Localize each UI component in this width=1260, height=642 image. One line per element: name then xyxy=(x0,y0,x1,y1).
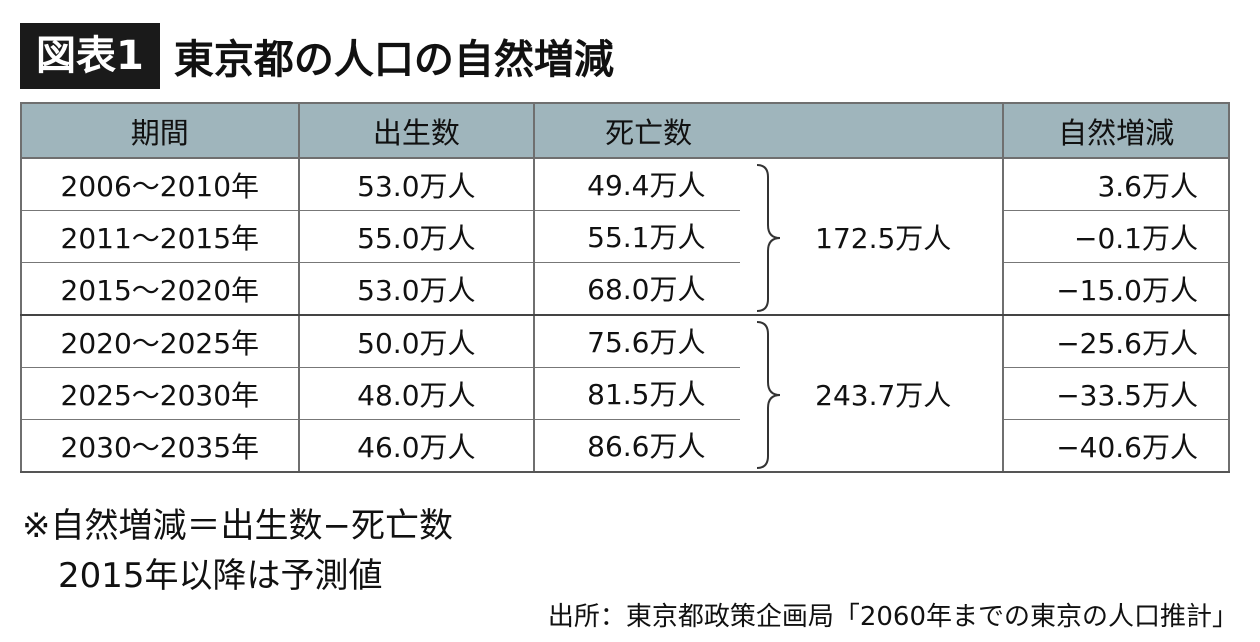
group-total: 172.5万人 xyxy=(815,221,952,255)
deaths-cell: 49.4万人 xyxy=(533,158,1005,312)
table-row: 2015〜2020年 53.0万人 68.0万人 −15.0万人 xyxy=(20,262,1230,316)
deaths-cell: 75.6万人 xyxy=(533,315,1005,469)
table-row: 2020〜2025年 50.0万人 75.6万人 −25.6万人 xyxy=(20,315,1230,469)
natural-cell: 3.6万人 xyxy=(1002,158,1230,211)
deaths-value: 49.4万人 xyxy=(535,159,741,211)
deaths-value: 75.6万人 xyxy=(535,316,741,368)
period-cell: 2011〜2015年 xyxy=(20,210,300,263)
births-cell: 46.0万人 xyxy=(297,419,536,473)
births-cell: 53.0万人 xyxy=(297,158,536,211)
deaths-value: 86.6万人 xyxy=(587,430,706,464)
population-table: 期間 出生数 死亡数 自然増減 2006〜2010年 53.0万人 49.4万人… xyxy=(20,102,1230,473)
births-cell: 55.0万人 xyxy=(297,210,536,263)
note-formula: ※自然増減＝出生数−死亡数 xyxy=(22,506,453,546)
header-natural: 自然増減 xyxy=(1002,102,1230,159)
header-births: 出生数 xyxy=(297,102,536,159)
header-deaths: 死亡数 xyxy=(533,102,1005,159)
group-total: 243.7万人 xyxy=(815,378,952,412)
period-cell: 2030〜2035年 xyxy=(20,419,300,473)
table-row: 2006〜2010年 53.0万人 49.4万人 3.6万人 xyxy=(20,158,1230,312)
natural-cell: −40.6万人 xyxy=(1002,419,1230,473)
period-cell: 2025〜2030年 xyxy=(20,367,300,420)
natural-cell: −0.1万人 xyxy=(1002,210,1230,263)
natural-cell: −33.5万人 xyxy=(1002,367,1230,420)
births-cell: 48.0万人 xyxy=(297,367,536,420)
header-period: 期間 xyxy=(20,102,300,159)
source-credit: 出所：東京都政策企画局「2060年までの東京の人口推計」 xyxy=(547,602,1238,632)
period-cell: 2015〜2020年 xyxy=(20,262,300,316)
period-cell: 2006〜2010年 xyxy=(20,158,300,211)
table-row: 2030〜2035年 46.0万人 86.6万人 −40.6万人 xyxy=(20,419,1230,473)
births-cell: 50.0万人 xyxy=(297,315,536,368)
deaths-value: 55.1万人 xyxy=(535,211,741,263)
natural-cell: −25.6万人 xyxy=(1002,315,1230,368)
table-row: 2025〜2030年 48.0万人 81.5万人 243.7万人 −33.5万人 xyxy=(20,367,1230,420)
figure-tag: 図表1 xyxy=(20,23,160,89)
natural-cell: −15.0万人 xyxy=(1002,262,1230,316)
births-cell: 53.0万人 xyxy=(297,262,536,316)
note-forecast: 2015年以降は予測値 xyxy=(58,556,383,596)
deaths-cell: 86.6万人 xyxy=(533,419,1005,473)
deaths-cell: 68.0万人 xyxy=(533,262,1005,316)
deaths-value: 68.0万人 xyxy=(587,273,706,307)
figure-title: 東京都の人口の自然増減 xyxy=(173,37,614,83)
deaths-cell: 55.1万人 172.5万人 xyxy=(533,210,1005,263)
figure-title-bar: 図表1 東京都の人口の自然増減 xyxy=(20,22,614,90)
deaths-cell: 81.5万人 243.7万人 xyxy=(533,367,1005,420)
deaths-value: 81.5万人 xyxy=(535,368,741,420)
period-cell: 2020〜2025年 xyxy=(20,315,300,368)
table-row: 2011〜2015年 55.0万人 55.1万人 172.5万人 −0.1万人 xyxy=(20,210,1230,263)
table-header-row: 期間 出生数 死亡数 自然増減 xyxy=(20,102,1230,159)
